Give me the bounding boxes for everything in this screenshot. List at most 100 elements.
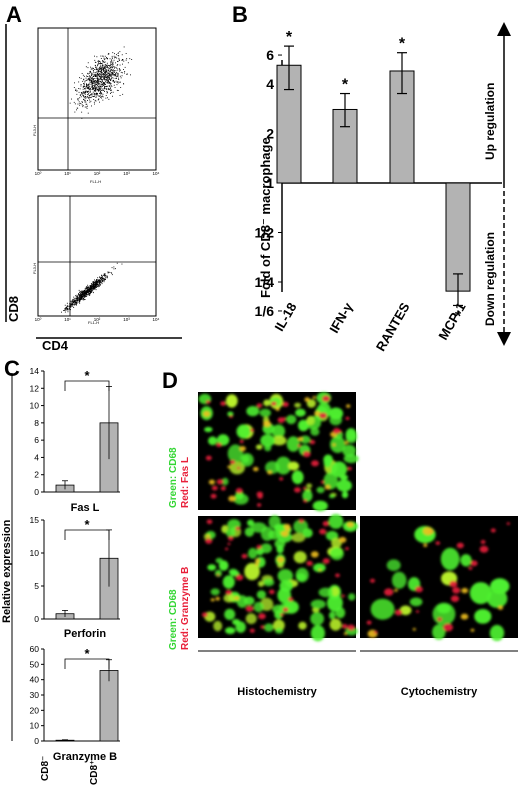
flow-event xyxy=(106,74,108,76)
flow-event xyxy=(72,305,74,307)
panel-c-letter: C xyxy=(4,356,20,381)
panel-a-flow-plots: CD8 CD4 10⁰ 10¹ 10² 10³ 10⁴ FL3-H FL1-H 10⁰ 1… xyxy=(5,24,182,353)
flow-event xyxy=(101,72,103,73)
flow-event xyxy=(84,85,85,87)
flow-event xyxy=(106,62,108,64)
green-cell xyxy=(310,625,325,642)
flow-event xyxy=(106,76,108,78)
green-cell xyxy=(260,434,275,447)
flow-event xyxy=(90,286,92,288)
flow-event xyxy=(91,73,92,75)
flow-event xyxy=(81,92,83,93)
flow-event xyxy=(86,292,88,293)
flow-event xyxy=(83,78,85,80)
flow-event xyxy=(70,305,72,307)
flow-event xyxy=(108,77,110,79)
panel-c-y-tick-label: 60 xyxy=(30,644,40,654)
flow-event xyxy=(100,279,101,281)
flow-event xyxy=(114,77,116,79)
flow-event xyxy=(63,310,65,311)
flow-event xyxy=(120,87,122,88)
red-marker xyxy=(297,436,304,442)
flow-event xyxy=(81,295,83,297)
flow-event xyxy=(102,84,104,86)
flow-x-tick-label: 10⁰ xyxy=(35,317,42,322)
flow-event xyxy=(97,63,99,65)
flow-event xyxy=(111,66,113,68)
flow-event xyxy=(67,308,69,310)
flow-event xyxy=(92,87,94,89)
flow-event xyxy=(80,295,82,297)
flow-event xyxy=(99,277,101,278)
flow-event xyxy=(85,292,87,294)
flow-event xyxy=(77,107,79,109)
flow-event xyxy=(101,93,103,95)
flow-event xyxy=(95,75,96,77)
flow-event xyxy=(80,96,82,98)
flow-event xyxy=(95,68,97,70)
flow-event xyxy=(97,64,99,66)
flow-event xyxy=(73,101,75,103)
flow-event xyxy=(95,81,97,83)
flow-event xyxy=(102,56,104,57)
flow-event xyxy=(89,75,91,77)
flow-event xyxy=(116,82,118,83)
flow-event xyxy=(95,97,97,98)
flow-event xyxy=(101,274,102,276)
red-marker xyxy=(497,605,504,610)
red-marker xyxy=(298,518,305,523)
red-marker xyxy=(210,598,215,602)
flow-event xyxy=(121,72,123,74)
flow-event xyxy=(101,63,103,64)
flow-event xyxy=(87,294,89,296)
flow-event xyxy=(114,67,115,69)
flow-event xyxy=(112,72,114,74)
flow-event xyxy=(87,286,89,287)
flow-event xyxy=(104,74,105,76)
flow-event xyxy=(88,289,90,290)
flow-event xyxy=(89,72,91,74)
flow-event xyxy=(110,61,112,63)
flow-event xyxy=(104,273,106,275)
flow-event xyxy=(87,294,89,295)
flow-event xyxy=(107,78,108,80)
flow-event xyxy=(100,66,102,68)
flow-event xyxy=(108,88,109,90)
red-marker xyxy=(461,587,469,594)
flow-event xyxy=(74,111,76,113)
flow-event xyxy=(78,88,80,89)
flow-event xyxy=(98,82,100,84)
flow-event xyxy=(97,60,99,62)
red-marker xyxy=(241,553,248,559)
flow-event xyxy=(87,78,89,80)
flow-event xyxy=(105,86,107,87)
flow-event xyxy=(110,84,112,86)
flow-event xyxy=(86,80,88,81)
flow-event xyxy=(86,286,87,288)
flow-event xyxy=(102,99,104,101)
flow-event xyxy=(122,63,123,65)
flow-event xyxy=(70,300,71,302)
flow-event xyxy=(112,57,113,59)
flow-event xyxy=(116,68,118,69)
flow-event xyxy=(103,281,105,283)
flow-event xyxy=(106,90,108,92)
flow-event xyxy=(95,283,96,285)
green-cell xyxy=(310,599,326,609)
flow-event xyxy=(105,76,107,78)
flow-event xyxy=(105,75,106,77)
flow-event xyxy=(116,75,118,77)
flow-event xyxy=(109,68,111,69)
flow-event xyxy=(108,65,109,66)
flow-event xyxy=(111,60,113,62)
flow-event xyxy=(91,81,93,83)
red-marker xyxy=(227,536,234,541)
red-marker xyxy=(322,558,330,564)
flow-event xyxy=(93,286,94,288)
flow-event xyxy=(100,81,102,83)
flow-event xyxy=(88,89,90,90)
flow-event xyxy=(98,89,100,91)
flow-event xyxy=(118,77,119,79)
green-cell xyxy=(216,434,230,446)
significance-star: * xyxy=(84,517,90,532)
